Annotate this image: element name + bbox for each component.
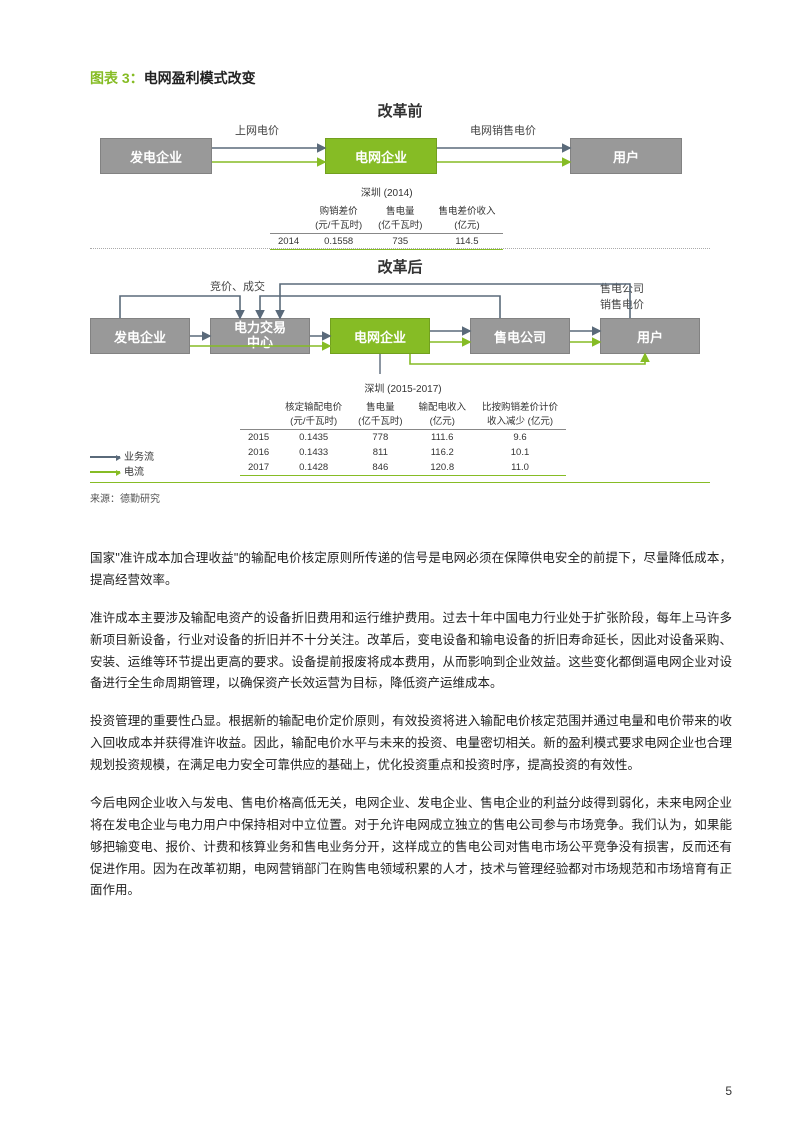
table-before: 深圳 (2014) 购销差价 (元/千瓦时) 售电量 (亿千瓦时) 售电差价收入…: [270, 182, 503, 250]
box-user-before: 用户: [570, 138, 682, 174]
ta-h0: [240, 397, 277, 430]
label-bid-deal: 竞价、成交: [210, 278, 265, 294]
ta-h3: 输配电收入 (亿元): [410, 397, 474, 430]
figure-number: 3：: [122, 70, 144, 86]
table-after-caption: 深圳 (2015-2017): [240, 378, 566, 397]
source-text: 德勤研究: [120, 494, 160, 505]
tb-h2: 售电量 (亿千瓦时): [370, 201, 430, 234]
ta-r1c2: 811: [350, 445, 410, 460]
tb-h1: 购销差价 (元/千瓦时): [307, 201, 370, 234]
ta-r0c3: 111.6: [410, 430, 474, 446]
ta-h4: 比按购销差价计价 收入减少 (亿元): [474, 397, 566, 430]
paragraph-1: 国家"准许成本加合理收益"的输配电价核定原则所传递的信号是电网必须在保障供电安全…: [90, 548, 732, 592]
ta-r2c1: 0.1428: [277, 460, 350, 476]
figure-prefix: 图表: [90, 70, 122, 86]
box-trade: 电力交易 中心: [210, 318, 310, 354]
ta-r0c0: 2015: [240, 430, 277, 446]
label-on-grid-price: 上网电价: [235, 122, 279, 138]
paragraph-4: 今后电网企业收入与发电、售电价格高低无关，电网企业、发电企业、售电企业的利益分歧…: [90, 793, 732, 902]
ta-r0c4: 9.6: [474, 430, 566, 446]
legend-biz: 业务流: [90, 448, 154, 463]
paragraph-2: 准许成本主要涉及输配电资产的设备折旧费用和运行维护费用。过去十年中国电力行业处于…: [90, 608, 732, 696]
box-grid-before: 电网企业: [325, 138, 437, 174]
diagram: 改革前 发电企业 电网企业 用户 上网电价 电网销售电价 深圳 (2014) 购…: [90, 100, 710, 520]
box-grid-after: 电网企业: [330, 318, 430, 354]
ta-r2c4: 11.0: [474, 460, 566, 476]
label-retail-sell-price: 售电公司 销售电价: [600, 280, 644, 312]
ta-r2c0: 2017: [240, 460, 277, 476]
ta-r1c1: 0.1433: [277, 445, 350, 460]
ta-h2: 售电量 (亿千瓦时): [350, 397, 410, 430]
page-number: 5: [725, 1084, 732, 1098]
box-generator-after: 发电企业: [90, 318, 190, 354]
after-title: 改革后: [90, 256, 710, 277]
legend: 业务流 电流: [90, 448, 154, 478]
ta-r1c4: 10.1: [474, 445, 566, 460]
source-label: 来源：: [90, 494, 120, 505]
legend-elec-label: 电流: [124, 467, 144, 478]
tb-h3: 售电差价收入 (亿元): [430, 201, 503, 234]
body-text: 国家"准许成本加合理收益"的输配电价核定原则所传递的信号是电网必须在保障供电安全…: [90, 548, 732, 902]
figure-bottom-rule: [90, 482, 710, 483]
table-after: 深圳 (2015-2017) 核定输配电价 (元/千瓦时) 售电量 (亿千瓦时)…: [240, 378, 566, 476]
legend-elec: 电流: [90, 463, 154, 478]
before-title: 改革前: [90, 100, 710, 121]
figure-source: 来源：德勤研究: [90, 490, 160, 505]
label-grid-sell-price: 电网销售电价: [470, 122, 536, 138]
box-retail: 售电公司: [470, 318, 570, 354]
box-generator-before: 发电企业: [100, 138, 212, 174]
paragraph-3: 投资管理的重要性凸显。根据新的输配电价定价原则，有效投资将进入输配电价核定范围并…: [90, 711, 732, 777]
ta-r0c1: 0.1435: [277, 430, 350, 446]
box-user-after: 用户: [600, 318, 700, 354]
figure-title: 图表 3：电网盈利模式改变: [90, 68, 732, 88]
divider: [90, 248, 710, 249]
ta-r0c2: 778: [350, 430, 410, 446]
ta-r1c0: 2016: [240, 445, 277, 460]
ta-h1: 核定输配电价 (元/千瓦时): [277, 397, 350, 430]
tb-h0: [270, 201, 307, 234]
ta-r2c3: 120.8: [410, 460, 474, 476]
figure-title-text: 电网盈利模式改变: [144, 70, 256, 86]
legend-biz-label: 业务流: [124, 452, 154, 463]
ta-r1c3: 116.2: [410, 445, 474, 460]
table-before-caption: 深圳 (2014): [270, 182, 503, 201]
ta-r2c2: 846: [350, 460, 410, 476]
